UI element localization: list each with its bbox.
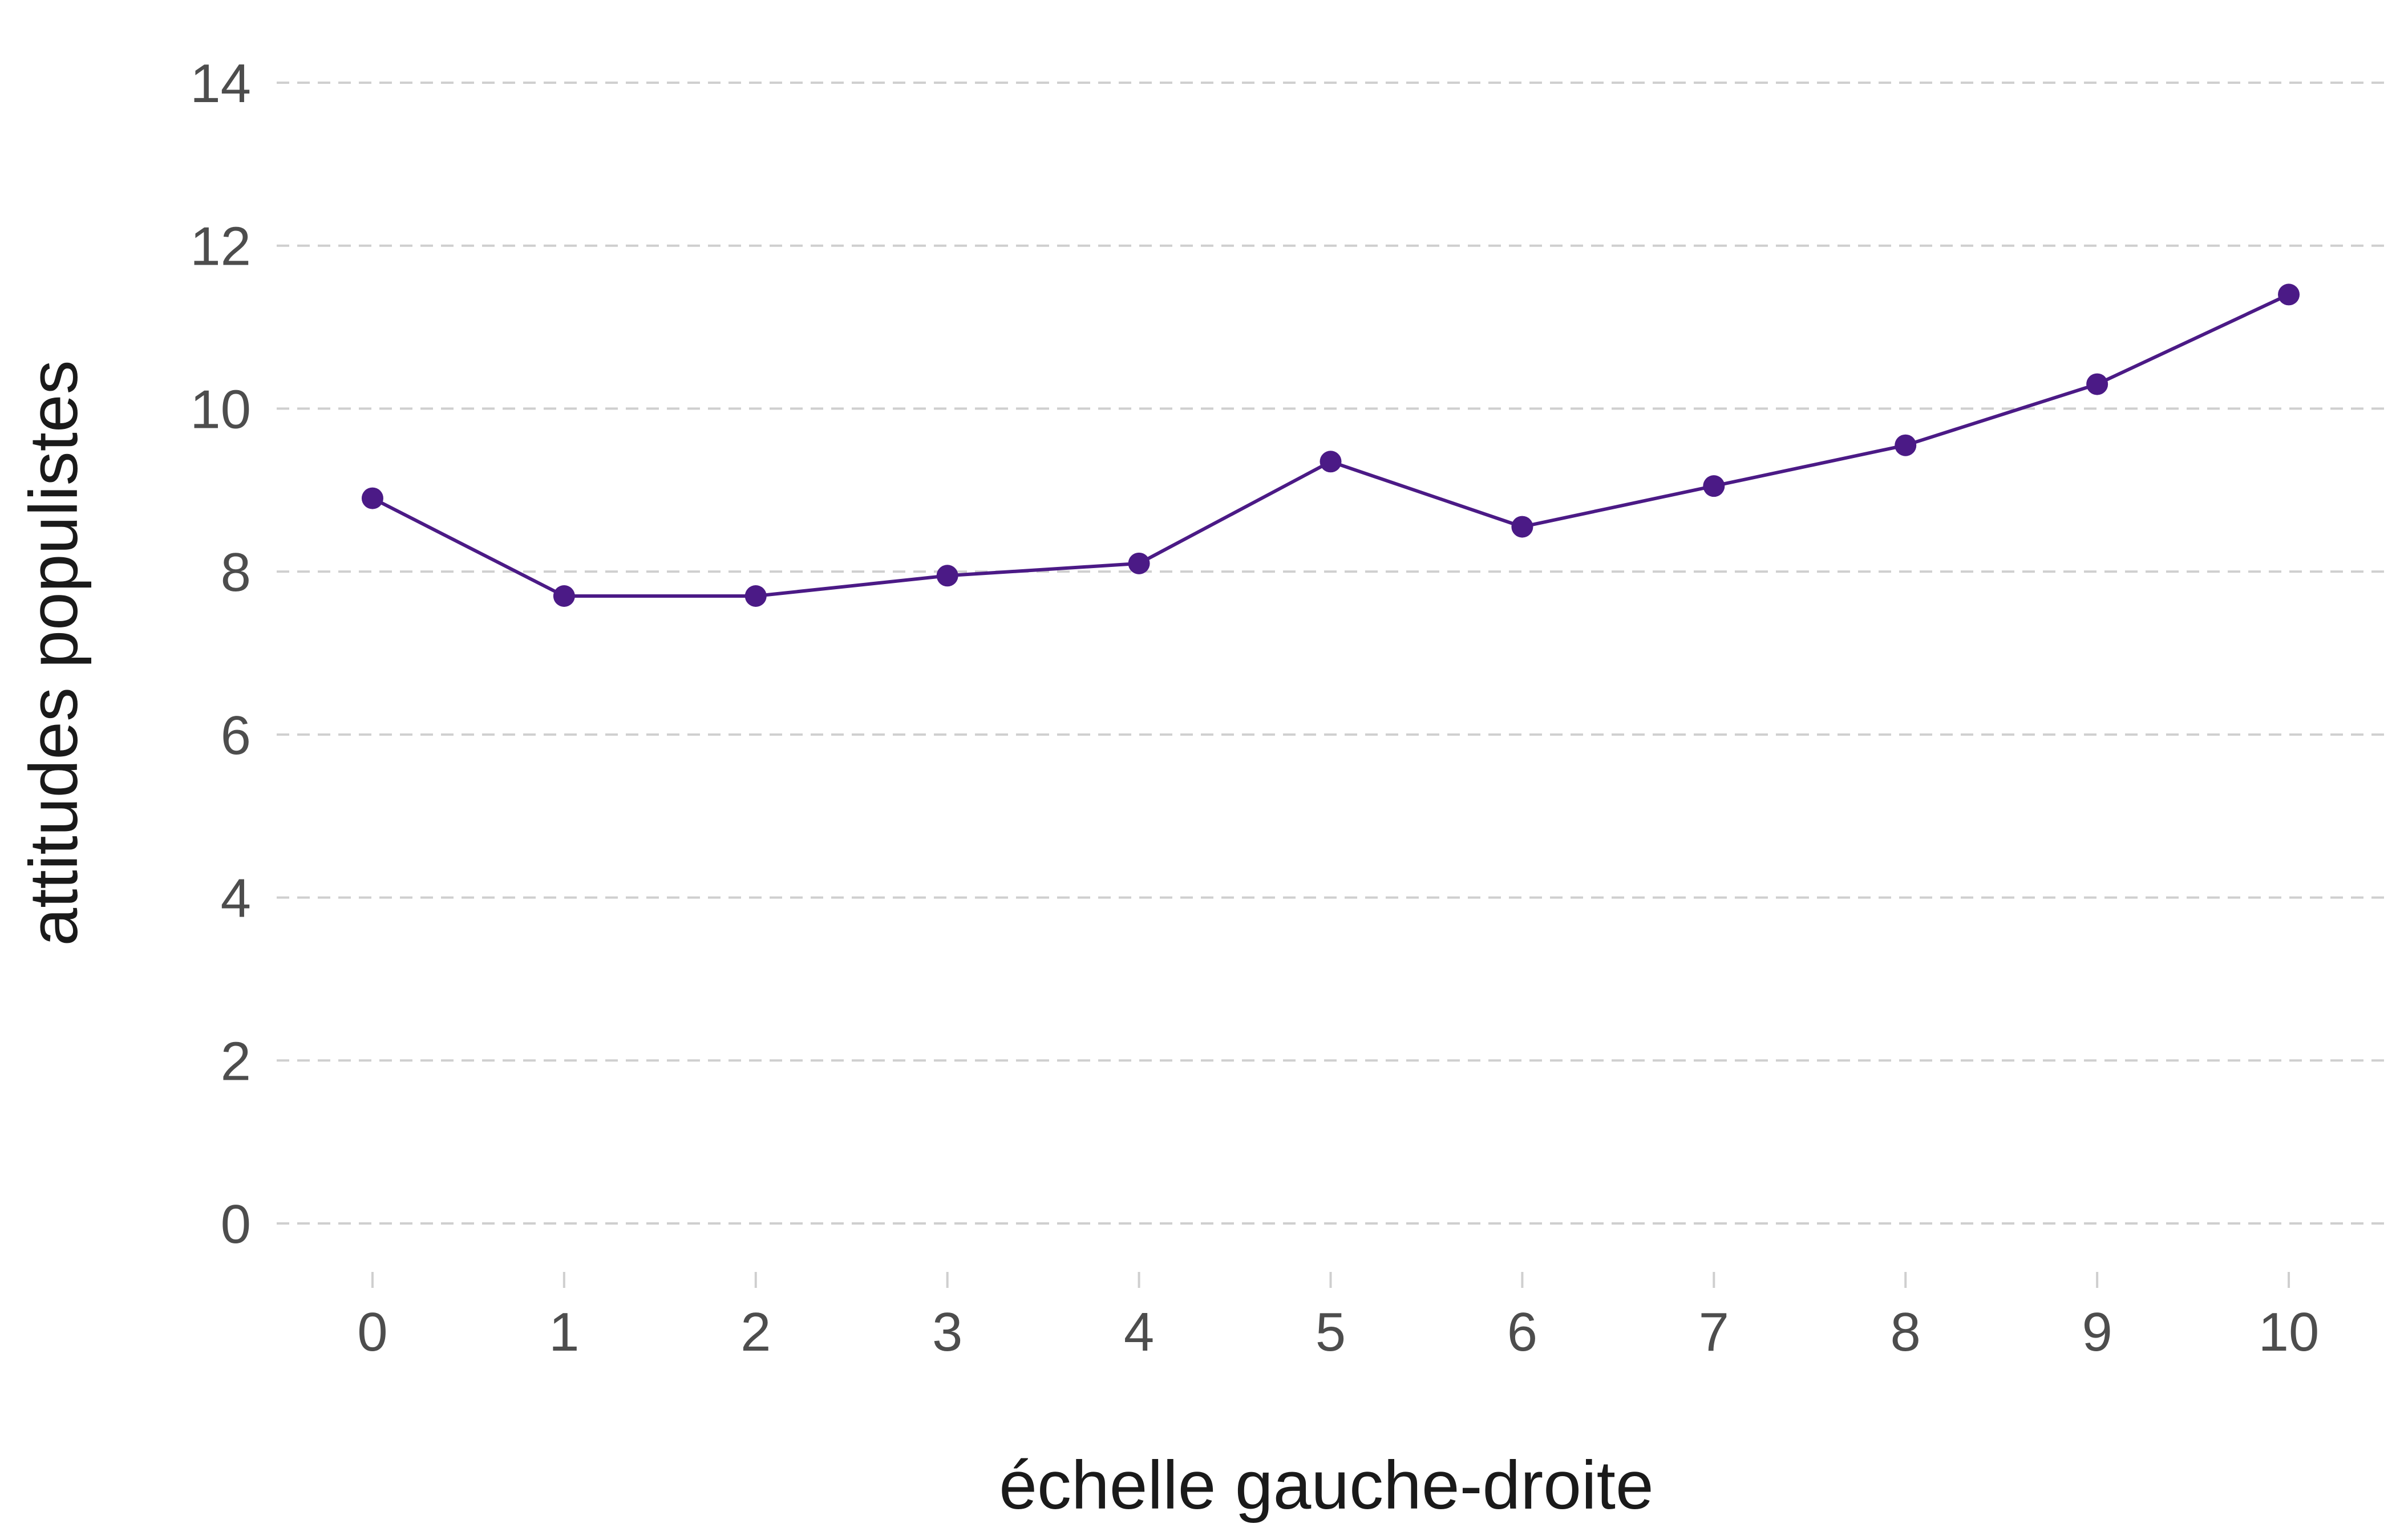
series-layer [361, 283, 2300, 607]
y-tick-label: 8 [221, 542, 251, 603]
data-point [1320, 451, 1342, 473]
x-tick-label: 2 [740, 1302, 771, 1363]
x-tick-label: 4 [1124, 1302, 1154, 1363]
x-tick-label: 8 [1891, 1302, 1921, 1363]
x-tick-label: 3 [932, 1302, 962, 1363]
x-axis-title: échelle gauche-droite [999, 1447, 1653, 1523]
data-point [1895, 434, 1917, 456]
y-tick-label: 6 [221, 705, 251, 766]
x-tick-label: 9 [2082, 1302, 2112, 1363]
y-tick-label: 4 [221, 868, 251, 929]
y-tick-label: 0 [221, 1194, 251, 1255]
x-tick-label: 6 [1507, 1302, 1537, 1363]
grid-layer [277, 82, 2385, 1225]
data-point [744, 585, 767, 607]
x-tick-label: 5 [1316, 1302, 1346, 1363]
y-axis-ticks: 0 2 4 6 8 10 12 14 [190, 53, 251, 1255]
y-tick-label: 10 [190, 379, 251, 440]
data-point [1703, 475, 1725, 497]
data-point [1511, 516, 1533, 538]
x-tick-label: 10 [2259, 1302, 2320, 1363]
data-point [936, 565, 958, 587]
data-point [2086, 373, 2108, 395]
x-tick-label: 7 [1699, 1302, 1729, 1363]
data-point [553, 585, 575, 607]
data-point [1128, 552, 1150, 574]
y-axis-title: attitudes populistes [15, 360, 92, 946]
y-tick-label: 12 [190, 216, 251, 277]
data-point [2278, 283, 2300, 306]
y-tick-label: 14 [190, 53, 251, 114]
x-tick-label: 1 [549, 1302, 579, 1363]
series-line [371, 293, 2290, 598]
y-tick-label: 2 [221, 1031, 251, 1092]
data-point [361, 487, 383, 509]
x-tick-label: 0 [357, 1302, 387, 1363]
x-axis-ticks: 0 1 2 3 4 5 6 7 8 9 10 [357, 1272, 2319, 1363]
